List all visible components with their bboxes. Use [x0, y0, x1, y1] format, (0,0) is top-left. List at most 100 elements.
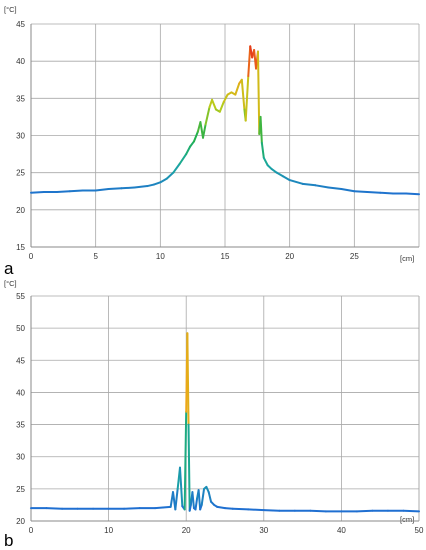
x-tick-label-b-2: 20 [182, 526, 191, 535]
curve-segment-a-17 [192, 130, 199, 143]
y-tick-label-a-2: 25 [16, 169, 25, 178]
curve-segment-b-44 [355, 509, 374, 513]
x-tick-label-a-2: 10 [156, 252, 165, 261]
x-tick-label-a-4: 20 [285, 252, 294, 261]
curve-segment-a-45 [270, 167, 278, 174]
curve-segment-b-35 [224, 507, 234, 510]
curve-segment-b-47 [402, 509, 420, 513]
curve-segment-a-41 [259, 115, 263, 144]
temperature-curve-b [30, 332, 420, 513]
chart-panel-b: [°C] [cm] b 0 10 20 30 40 50 20 25 30 35 40 45 50 55 [4, 279, 424, 550]
curve-segment-a-39 [256, 50, 261, 136]
curve-segment-b-22 [191, 491, 195, 510]
curve-segment-a-15 [185, 145, 192, 156]
curve-segment-a-20 [202, 123, 207, 139]
curve-segment-a-51 [327, 186, 343, 191]
panel-letter-a: a [4, 259, 14, 278]
curve-segment-b-41 [309, 509, 327, 513]
x-unit-label-a: [cm] [400, 254, 414, 263]
y-tick-label-a-3: 30 [16, 132, 25, 141]
y-tick-label-a-5: 40 [16, 57, 25, 66]
curve-segment-b-37 [247, 508, 265, 512]
curve-segment-b-6 [123, 507, 141, 510]
curve-segment-b-9 [161, 505, 172, 509]
curve-segment-b-31 [207, 491, 213, 503]
y-tick-label-b-5: 45 [16, 356, 25, 365]
curve-segment-b-19 [187, 423, 191, 512]
curve-segment-a-10 [152, 181, 162, 186]
curve-segment-a-48 [288, 179, 304, 185]
x-tick-label-b-1: 10 [104, 526, 113, 535]
curve-segment-a-57 [405, 192, 420, 196]
curve-segment-a-50 [314, 184, 330, 189]
curve-segment-a-23 [211, 98, 217, 111]
curve-segment-a-42 [260, 141, 265, 159]
panel-letter-b: b [4, 531, 13, 550]
x-tick-label-b-0: 0 [29, 526, 34, 535]
curve-segment-a-26 [222, 93, 229, 104]
curve-segment-a-53 [353, 190, 369, 193]
curve-segment-a-7 [120, 186, 136, 190]
y-tick-label-b-7: 55 [16, 292, 25, 301]
x-tick-label-a-5: 25 [350, 252, 359, 261]
x-tick-label-a-0: 0 [29, 252, 34, 261]
chart-panel-a: [°C] [cm] a 0 5 10 15 20 25 15 20 25 30 35 40 45 [4, 5, 420, 278]
curve-segment-a-5 [94, 188, 110, 192]
curve-segment-b-18 [186, 332, 190, 426]
curve-segment-a-46 [275, 171, 285, 178]
curve-segment-b-1 [45, 507, 64, 510]
curve-segment-a-47 [282, 175, 291, 182]
curve-segment-a-6 [107, 187, 123, 191]
curve-segment-a-25 [218, 101, 225, 113]
curve-segment-a-54 [366, 190, 382, 194]
y-tick-label-a-4: 35 [16, 94, 25, 103]
curve-segment-a-33 [244, 75, 250, 122]
curve-segment-a-3 [68, 189, 84, 193]
x-tick-label-b-3: 30 [259, 526, 268, 535]
curve-segment-a-12 [165, 171, 175, 180]
curve-segment-a-43 [262, 156, 269, 167]
y-unit-label-b: [°C] [4, 279, 17, 288]
curve-segment-a-11 [159, 177, 168, 184]
curve-segment-b-36 [231, 507, 250, 511]
curve-segment-b-34 [216, 505, 226, 510]
curve-segment-a-13 [172, 162, 181, 174]
curve-segment-b-24 [194, 497, 199, 511]
y-tick-label-b-1: 25 [16, 485, 25, 494]
x-tick-label-b-5: 50 [415, 526, 424, 535]
x-unit-label-b: [cm] [400, 515, 414, 524]
curve-segment-a-29 [234, 82, 241, 96]
x-tick-label-a-3: 15 [221, 252, 230, 261]
curve-segment-b-8 [154, 506, 164, 510]
curve-segment-a-31 [240, 78, 246, 111]
curve-segment-b-26 [197, 489, 202, 511]
curve-segment-a-49 [301, 182, 317, 187]
x-tick-label-b-4: 40 [337, 526, 346, 535]
curve-segment-a-8 [133, 185, 149, 189]
curve-segment-a-9 [146, 183, 155, 188]
curve-segment-b-38 [262, 509, 281, 512]
curve-segment-a-55 [379, 191, 395, 195]
curve-segment-a-52 [340, 188, 356, 193]
curve-segment-a-0 [30, 190, 45, 194]
y-tick-label-b-6: 50 [16, 324, 25, 333]
x-tick-label-a-1: 5 [93, 252, 98, 261]
curve-segment-b-12 [174, 487, 179, 511]
y-tick-label-a-1: 20 [16, 206, 25, 215]
curve-segment-a-2 [55, 190, 71, 193]
y-tick-label-b-4: 40 [16, 388, 25, 397]
temperature-curve-a [30, 45, 420, 196]
curve-segment-a-16 [189, 140, 195, 148]
y-tick-label-a-0: 15 [16, 243, 25, 252]
y-tick-label-b-0: 20 [16, 517, 25, 526]
y-tick-label-b-3: 35 [16, 421, 25, 430]
curve-segment-a-34 [247, 45, 252, 78]
curve-segment-a-14 [178, 153, 188, 165]
curve-segment-b-16 [183, 410, 188, 511]
curve-segment-b-14 [178, 466, 184, 508]
y-unit-label-a: [°C] [4, 5, 17, 14]
y-tick-label-b-2: 30 [16, 453, 25, 462]
curve-segment-b-28 [200, 487, 206, 506]
curve-segment-a-21 [204, 106, 211, 126]
